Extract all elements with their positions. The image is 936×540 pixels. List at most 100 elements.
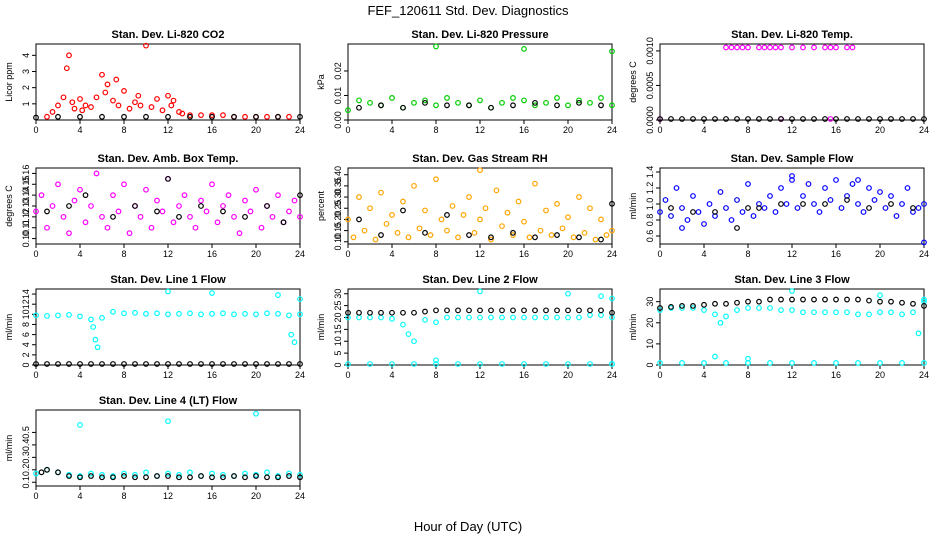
data-point <box>855 116 861 122</box>
data-point <box>220 361 226 367</box>
data-point <box>723 44 729 51</box>
data-point <box>378 314 384 321</box>
data-point <box>745 44 751 51</box>
data-point <box>717 319 724 326</box>
x-tick-label: 20 <box>875 125 885 135</box>
x-tick-label: 4 <box>389 125 394 135</box>
data-point <box>657 305 663 311</box>
data-point <box>609 102 615 109</box>
y-tick-label: 30 <box>645 297 655 307</box>
data-point <box>121 470 127 477</box>
panel-title: Stan. Dev. Line 4 (LT) Flow <box>99 395 238 407</box>
y-axis-label: ml/min <box>4 435 14 462</box>
plot-frame <box>35 409 301 487</box>
data-point <box>899 201 905 207</box>
data-point <box>176 203 182 209</box>
y-axis-label: ml/min <box>4 314 14 341</box>
data-point <box>264 361 270 367</box>
data-point <box>422 207 428 214</box>
x-tick-label: 0 <box>33 125 38 135</box>
data-point <box>220 310 226 317</box>
data-point <box>855 311 861 318</box>
data-point <box>657 359 663 366</box>
data-point <box>433 176 439 183</box>
x-tick-label: 4 <box>389 370 394 380</box>
data-point <box>275 310 281 317</box>
data-point <box>66 52 72 59</box>
data-point <box>668 205 674 211</box>
data-point <box>712 213 718 219</box>
data-point <box>510 102 516 109</box>
data-point <box>543 361 549 367</box>
data-point <box>554 307 560 314</box>
data-point <box>488 314 494 321</box>
data-point <box>701 116 707 122</box>
data-point <box>179 110 186 117</box>
data-point <box>565 290 571 297</box>
series-2 <box>356 200 615 243</box>
data-point <box>548 232 555 238</box>
data-point <box>253 410 259 417</box>
x-tick-label: 24 <box>607 125 617 135</box>
data-point <box>921 239 927 246</box>
data-point <box>187 469 193 476</box>
data-point <box>214 219 221 226</box>
data-point <box>844 309 850 316</box>
data-point <box>60 213 67 220</box>
data-point <box>855 177 861 183</box>
data-point <box>275 192 281 199</box>
data-point <box>515 198 522 205</box>
data-point <box>723 300 729 307</box>
data-point <box>297 474 303 481</box>
data-point <box>811 296 817 303</box>
data-point <box>143 113 149 120</box>
data-point <box>537 227 544 234</box>
y-tick-label: 10 <box>645 339 655 349</box>
y-tick-label: 2 <box>21 352 31 357</box>
series-1 <box>345 288 615 367</box>
data-point <box>367 99 373 106</box>
data-point <box>209 474 215 481</box>
data-point <box>882 205 889 211</box>
data-point <box>598 95 604 101</box>
data-point <box>690 193 696 199</box>
panel-4: Stan. Dev. Amb. Box Temp. 0 4 8 12 16 20 24 0.10… <box>4 153 305 259</box>
y-tick-label: 0.1 <box>21 476 31 489</box>
data-point <box>389 315 395 322</box>
panel-9: Stan. Dev. Line 3 Flow 0 4 8 12 16 20 24 0 10 20 30… <box>628 274 929 380</box>
data-point <box>209 361 215 367</box>
data-point <box>466 314 472 321</box>
data-point <box>275 113 281 120</box>
data-point <box>789 359 795 366</box>
data-point <box>110 474 116 481</box>
y-tick-label: 8 <box>21 322 31 327</box>
data-point <box>877 189 883 195</box>
y-axis-label: ml/min <box>628 314 638 341</box>
series-3 <box>345 307 615 316</box>
data-point <box>866 185 872 191</box>
data-point <box>286 113 292 120</box>
data-point <box>800 296 806 303</box>
data-point <box>143 474 149 481</box>
data-point <box>811 201 817 207</box>
data-point <box>422 308 428 315</box>
data-point <box>148 104 155 110</box>
data-point <box>154 197 160 204</box>
y-tick-label: 2 <box>21 85 31 90</box>
data-point <box>63 65 70 72</box>
y-tick-label: 0 <box>333 362 343 367</box>
data-point <box>253 113 259 120</box>
data-point <box>778 116 784 122</box>
data-point <box>455 314 461 321</box>
data-point <box>598 236 604 243</box>
data-point <box>921 296 927 303</box>
data-point <box>297 213 303 220</box>
data-point <box>242 197 248 204</box>
data-point <box>286 208 292 215</box>
data-point <box>888 201 894 207</box>
x-tick-label: 4 <box>77 125 82 135</box>
data-point <box>695 209 702 215</box>
x-tick-label: 8 <box>745 125 750 135</box>
data-point <box>844 116 850 122</box>
